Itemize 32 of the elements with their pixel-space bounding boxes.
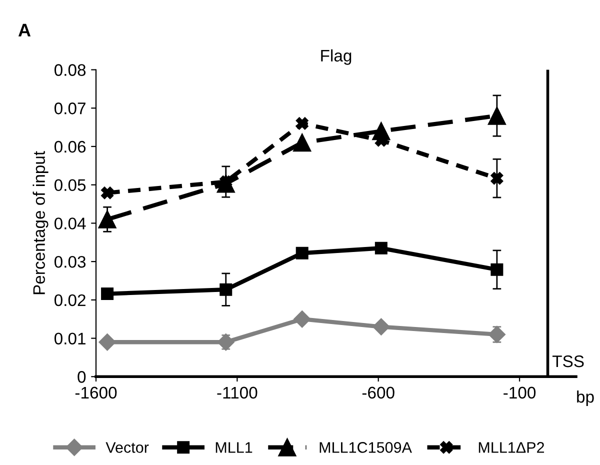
y-tick-label: 0.03 (54, 256, 86, 268)
point (98, 334, 116, 351)
legend-label: Vector (106, 442, 149, 453)
x-tick-label: -600 (362, 386, 394, 399)
x-tick-label: -1100 (217, 386, 258, 399)
point (296, 117, 308, 130)
point (296, 246, 308, 260)
chart-title: Flag (321, 49, 352, 65)
y-tick-label: 0 (78, 371, 86, 383)
y-tick-label: 0.05 (54, 179, 86, 192)
point (101, 288, 114, 300)
y-tick-label: 0.08 (54, 64, 86, 76)
y-tick-label: 0.01 (54, 332, 86, 344)
y-tick-label: 0.07 (54, 102, 86, 114)
y-axis-title: Percentage of input (32, 151, 48, 294)
point (293, 134, 312, 152)
legend-label: MLL1 (216, 442, 252, 453)
x-tick-label: -100 (504, 386, 536, 399)
point (101, 186, 114, 200)
point (490, 172, 504, 185)
point (372, 318, 390, 336)
legend-label: MLL1C1509A (320, 442, 412, 453)
x-tick-label: -1600 (75, 386, 117, 399)
legend-label: MLL1ΔP2 (478, 442, 544, 453)
point (374, 242, 388, 254)
y-tick-label: 0.04 (54, 218, 86, 230)
y-tick-label: 0.06 (54, 140, 86, 153)
ref-line-label: TSS (552, 355, 584, 368)
point (294, 310, 311, 328)
text: A (18, 24, 31, 36)
y-tick-label: 0.02 (54, 294, 86, 306)
x-axis-title: bp (577, 390, 594, 406)
